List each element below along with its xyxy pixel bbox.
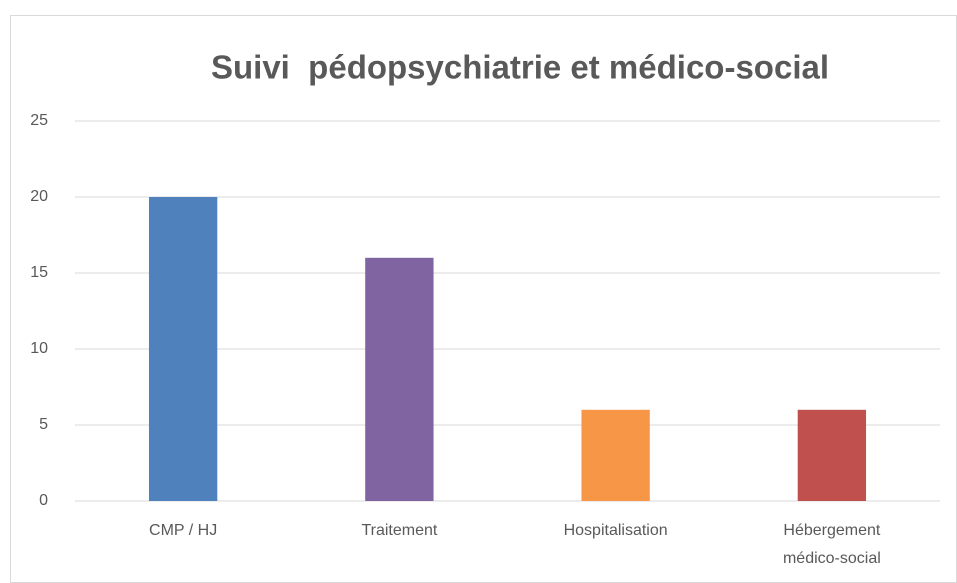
chart-title: Suivi pédopsychiatrie et médico-social <box>211 49 829 86</box>
bar <box>365 257 434 501</box>
y-tick-label: 25 <box>30 112 48 129</box>
y-tick-label: 15 <box>30 264 48 281</box>
y-tick-label: 10 <box>30 340 48 357</box>
x-tick-label: Hébergement médico-social <box>783 522 881 567</box>
y-tick-label: 5 <box>39 416 48 433</box>
bar <box>148 197 218 501</box>
x-tick-label: Hospitalisation <box>564 522 668 539</box>
x-tick-label: CMP / HJ <box>149 522 217 539</box>
y-tick-label: 20 <box>30 188 48 205</box>
y-tick-label: 0 <box>39 492 48 509</box>
bar <box>581 409 650 501</box>
x-tick-label: Traitement <box>361 522 437 539</box>
bar <box>797 409 867 501</box>
